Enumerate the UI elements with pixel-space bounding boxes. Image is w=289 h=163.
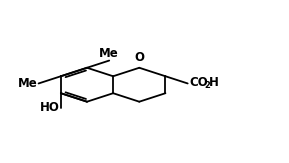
Text: CO: CO [189,76,208,89]
Text: HO: HO [40,101,59,114]
Text: H: H [209,76,219,89]
Text: Me: Me [99,47,119,60]
Text: Me: Me [17,77,37,90]
Text: 2: 2 [204,81,210,90]
Text: O: O [134,51,144,64]
